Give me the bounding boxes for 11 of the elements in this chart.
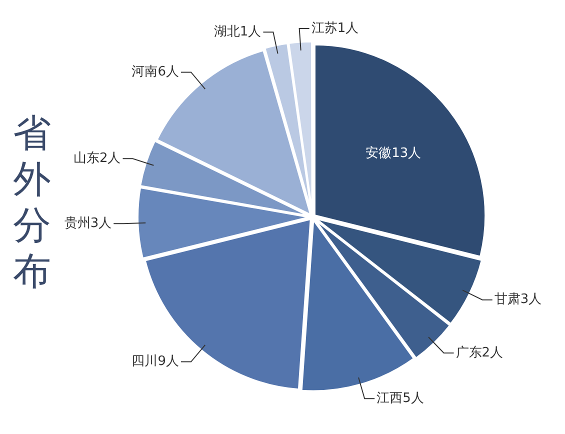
text: 省外分布 xyxy=(12,110,52,294)
slice-label: 广东2人 xyxy=(456,345,504,360)
slice-label: 湖北1人 xyxy=(214,24,262,40)
slice-label: 贵州3人 xyxy=(64,216,112,231)
slice-label: 安徽13人 xyxy=(366,145,422,162)
slice-label: 江苏1人 xyxy=(311,20,359,36)
slice-label: 山东2人 xyxy=(73,150,121,166)
slice-label: 河南6人 xyxy=(132,64,180,80)
slice-label: 江西5人 xyxy=(376,391,424,406)
slice-label: 四川9人 xyxy=(132,354,180,370)
slice-label: 甘肃3人 xyxy=(494,292,542,308)
